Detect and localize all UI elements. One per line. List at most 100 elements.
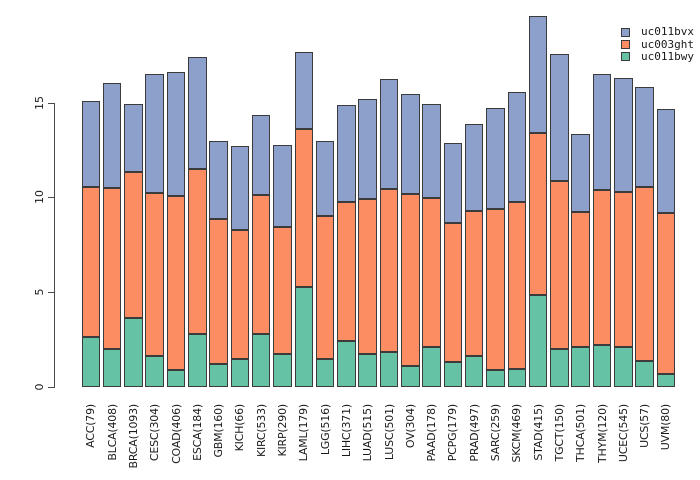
bar-segment-uc003ght bbox=[656, 213, 676, 375]
bar-segment-uc011bwy bbox=[294, 287, 314, 387]
bar-segment-uc011bwy bbox=[379, 351, 399, 387]
bar-segment-uc011bwy bbox=[507, 368, 527, 387]
bar-segment-uc011bwy bbox=[315, 359, 335, 387]
bar-segment-uc003ght bbox=[550, 181, 569, 349]
bar-segment-uc003ght bbox=[166, 196, 186, 370]
bar-segment-uc011bwy bbox=[188, 333, 207, 387]
bar-segment-uc011bwy bbox=[614, 346, 633, 387]
bar-segment-uc011bwy bbox=[635, 361, 654, 387]
bar-segment-uc003ght bbox=[401, 193, 420, 366]
bar-segment-uc003ght bbox=[379, 188, 399, 352]
bar-segment-uc003ght bbox=[294, 129, 314, 288]
bar-segment-uc011bvx bbox=[251, 115, 271, 196]
bar-segment-uc003ght bbox=[592, 189, 612, 346]
bar-segment-uc011bvx bbox=[166, 72, 186, 197]
bar-segment-uc011bvx bbox=[550, 54, 569, 182]
bar-segment-uc003ght bbox=[571, 211, 590, 347]
y-axis-tick bbox=[48, 292, 54, 294]
bar-segment-uc011bvx bbox=[422, 103, 441, 199]
bar-segment-uc011bwy bbox=[443, 362, 463, 387]
bar-segment-uc011bvx bbox=[209, 140, 228, 220]
x-axis-category-label: CESC(304) bbox=[148, 404, 162, 462]
bar-segment-uc003ght bbox=[81, 186, 101, 337]
bar-segment-uc011bvx bbox=[528, 15, 548, 133]
bar-segment-uc011bwy bbox=[209, 363, 228, 387]
x-axis-category-label: TGCT(150) bbox=[552, 404, 566, 462]
x-axis-category-label: UVM(80) bbox=[659, 404, 673, 451]
x-axis-category-label: STAD(415) bbox=[531, 404, 545, 461]
bar-segment-uc011bvx bbox=[486, 108, 505, 209]
bar-segment-uc003ght bbox=[230, 229, 250, 360]
x-axis-category-label: LUAD(515) bbox=[361, 404, 375, 462]
legend-swatch-icon bbox=[621, 27, 630, 37]
x-axis-category-label: BLCA(408) bbox=[105, 404, 119, 461]
y-axis-line bbox=[53, 102, 55, 388]
y-axis-tick-label: 15 bbox=[33, 95, 46, 110]
legend-label: uc011bvx bbox=[641, 25, 694, 39]
bar-segment-uc011bvx bbox=[273, 145, 292, 227]
bar-segment-uc011bvx bbox=[358, 98, 377, 200]
legend-label: uc003ght bbox=[641, 37, 694, 51]
bar-segment-uc003ght bbox=[422, 198, 441, 347]
x-axis-category-label: LGG(516) bbox=[318, 404, 332, 456]
x-axis-category-label: COAD(406) bbox=[169, 404, 183, 464]
bar-segment-uc003ght bbox=[209, 219, 228, 364]
bar-segment-uc011bvx bbox=[294, 51, 314, 130]
bar-segment-uc011bvx bbox=[401, 94, 420, 194]
bar-segment-uc011bwy bbox=[464, 356, 484, 387]
bar-segment-uc011bwy bbox=[230, 359, 250, 387]
x-axis-category-label: LIHC(371) bbox=[339, 404, 353, 458]
legend-entry: uc003ght bbox=[621, 38, 694, 50]
bar-segment-uc011bvx bbox=[379, 79, 399, 189]
legend-entry: uc011bvx bbox=[621, 26, 694, 38]
bar-segment-uc011bvx bbox=[443, 143, 463, 223]
x-axis-category-label: UCS(57) bbox=[638, 404, 652, 448]
legend-entry: uc011bwy bbox=[621, 49, 694, 63]
bar-segment-uc003ght bbox=[528, 132, 548, 295]
bar-segment-uc011bvx bbox=[656, 109, 676, 214]
bar-segment-uc011bvx bbox=[145, 74, 164, 193]
x-axis-category-label: UCEC(545) bbox=[616, 404, 630, 463]
x-axis-category-label: KIRC(533) bbox=[254, 404, 268, 458]
bar-segment-uc003ght bbox=[273, 226, 292, 354]
bar-segment-uc011bwy bbox=[81, 336, 101, 387]
bar-segment-uc011bwy bbox=[528, 294, 548, 387]
x-axis-category-label: BRCA(1093) bbox=[126, 404, 140, 469]
bar-segment-uc003ght bbox=[251, 195, 271, 334]
y-axis-tick-label: 5 bbox=[33, 288, 46, 296]
bar-segment-uc011bvx bbox=[464, 123, 484, 211]
bar-segment-uc003ght bbox=[145, 192, 164, 357]
x-axis-category-label: SARC(259) bbox=[489, 404, 502, 462]
x-axis-category-label: PAAD(178) bbox=[425, 404, 439, 462]
x-axis-category-label: ESCA(184) bbox=[190, 404, 204, 461]
bar-segment-uc003ght bbox=[614, 191, 633, 347]
bar-segment-uc011bwy bbox=[571, 346, 590, 387]
bar-segment-uc011bwy bbox=[401, 365, 420, 387]
x-axis-category-label: KICH(66) bbox=[233, 404, 247, 452]
legend-label: uc011bwy bbox=[641, 49, 694, 63]
y-axis-tick-label: 0 bbox=[33, 383, 46, 391]
x-axis-category-label: PCPG(179) bbox=[446, 404, 460, 462]
bar-segment-uc011bwy bbox=[166, 369, 186, 387]
bar-segment-uc011bwy bbox=[486, 369, 505, 387]
bar-segment-uc011bvx bbox=[188, 57, 207, 169]
bar-segment-uc003ght bbox=[188, 168, 207, 334]
bar-segment-uc011bwy bbox=[145, 356, 164, 387]
bar-segment-uc011bvx bbox=[124, 103, 143, 172]
x-axis-category-label: THYM(120) bbox=[595, 404, 609, 463]
x-axis-category-label: ACC(79) bbox=[84, 404, 98, 448]
bar-segment-uc011bvx bbox=[571, 133, 590, 212]
y-axis-tick bbox=[48, 386, 54, 388]
bar-segment-uc011bvx bbox=[81, 100, 101, 187]
bar-segment-uc003ght bbox=[337, 202, 356, 342]
legend: uc011bvx uc003ght uc011bwy bbox=[621, 26, 694, 63]
bar-segment-uc003ght bbox=[507, 202, 527, 369]
bar-segment-uc011bwy bbox=[656, 374, 676, 387]
bar-segment-uc003ght bbox=[315, 216, 335, 360]
bar-segment-uc011bwy bbox=[592, 345, 612, 387]
bar-segment-uc003ght bbox=[102, 187, 122, 349]
legend-swatch-icon bbox=[621, 40, 630, 50]
bar-segment-uc011bwy bbox=[337, 341, 356, 387]
bar-segment-uc011bwy bbox=[422, 346, 441, 387]
bar-segment-uc003ght bbox=[635, 186, 654, 362]
